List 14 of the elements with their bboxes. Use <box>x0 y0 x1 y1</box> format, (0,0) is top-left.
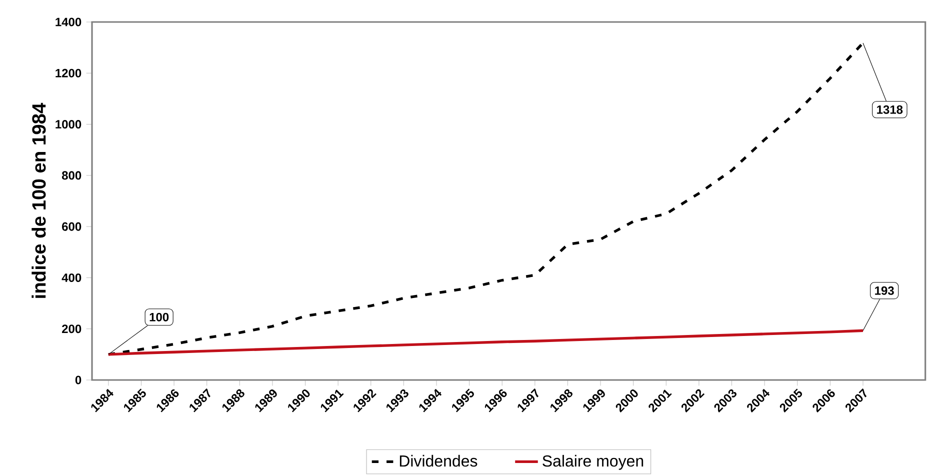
annotation: 1318 <box>877 105 903 114</box>
y-axis-title: indice de 100 en 1984 <box>32 102 46 298</box>
y-tick-label: 400 <box>62 273 82 282</box>
y-tick-label: 600 <box>62 222 82 231</box>
legend-label: Dividendes <box>400 454 478 467</box>
y-tick-label: 0 <box>75 376 82 384</box>
y-tick-label: 1200 <box>56 68 82 78</box>
y-tick-label: 1000 <box>56 120 82 129</box>
y-tick-label: 1400 <box>56 18 82 26</box>
legend-label: Salaire moyen <box>542 454 644 470</box>
annotation: 193 <box>875 286 894 295</box>
annotation: 100 <box>150 312 169 322</box>
y-tick-label: 200 <box>62 324 82 334</box>
y-tick-label: 800 <box>62 171 82 180</box>
